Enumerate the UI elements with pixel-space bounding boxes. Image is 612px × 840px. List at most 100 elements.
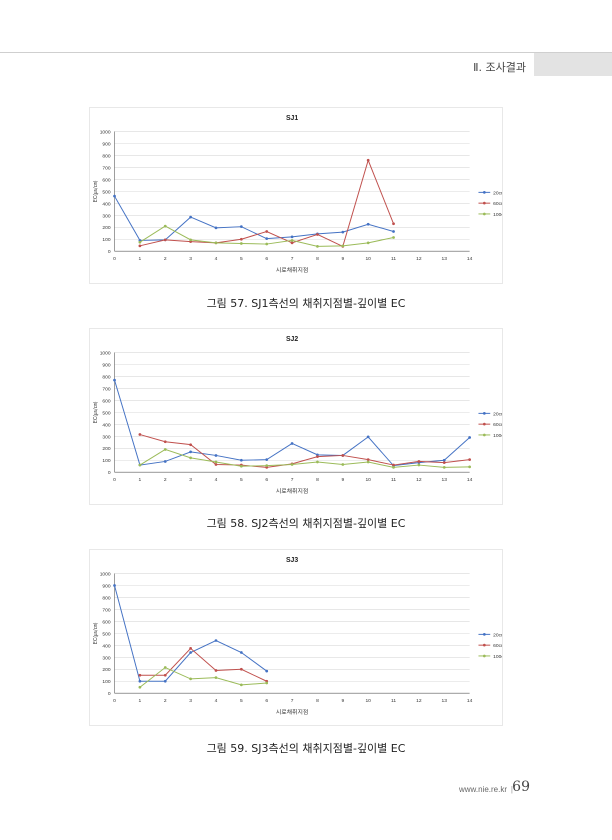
- y-tick-label: 900: [102, 141, 110, 147]
- x-tick-label: 2: [164, 256, 167, 262]
- data-point-60cm: [265, 230, 269, 233]
- y-tick-label: 500: [102, 410, 110, 416]
- y-tick-label: 300: [102, 434, 110, 440]
- y-tick-label: 500: [102, 631, 110, 637]
- data-point-20cm: [265, 669, 269, 673]
- x-axis-label: 시료채취지점: [276, 487, 308, 495]
- legend-swatch-marker: [482, 643, 486, 647]
- legend-label: 20cm: [493, 632, 502, 638]
- data-point-60cm: [163, 673, 167, 677]
- x-tick-label: 14: [467, 477, 473, 483]
- data-point-100cm: [290, 463, 294, 466]
- x-tick-label: 6: [265, 698, 268, 704]
- data-point-20cm: [113, 378, 116, 382]
- data-point-100cm: [316, 460, 319, 464]
- chart-title: SJ1: [286, 115, 298, 122]
- data-point-20cm: [138, 679, 142, 683]
- data-point-60cm: [341, 454, 345, 457]
- x-tick-label: 10: [365, 698, 371, 704]
- data-point-100cm: [189, 238, 192, 242]
- y-tick-label: 0: [108, 691, 111, 697]
- data-point-60cm: [138, 673, 142, 677]
- x-tick-label: 5: [240, 477, 243, 483]
- y-tick-label: 300: [102, 213, 110, 219]
- y-tick-label: 600: [102, 619, 110, 625]
- data-point-20cm: [290, 235, 294, 239]
- data-point-20cm: [113, 584, 116, 587]
- data-point-60cm: [189, 443, 192, 447]
- data-point-100cm: [239, 683, 243, 687]
- data-point-60cm: [239, 667, 243, 671]
- y-tick-label: 800: [102, 374, 110, 380]
- data-point-60cm: [392, 463, 395, 467]
- legend-swatch-marker: [482, 411, 486, 415]
- data-point-60cm: [189, 646, 192, 650]
- x-tick-label: 5: [240, 698, 243, 704]
- data-point-20cm: [290, 442, 294, 445]
- x-tick-label: 1: [139, 256, 142, 262]
- x-tick-label: 4: [215, 256, 218, 262]
- x-tick-label: 8: [316, 477, 319, 483]
- chart-title: SJ3: [286, 557, 298, 564]
- legend-label: 20cm: [493, 411, 502, 417]
- series-line-60cm: [139, 647, 267, 682]
- data-point-20cm: [239, 225, 243, 229]
- header-rule: [0, 52, 612, 53]
- data-point-20cm: [366, 222, 370, 226]
- y-tick-label: 200: [102, 446, 110, 452]
- y-axis-label: EC(㎲/㎝): [93, 180, 99, 202]
- y-tick-label: 400: [102, 643, 110, 649]
- y-tick-label: 900: [102, 583, 110, 589]
- y-tick-label: 0: [108, 470, 111, 476]
- x-tick-label: 7: [291, 477, 294, 483]
- legend-label: 60cm: [493, 422, 502, 428]
- data-point-20cm: [239, 458, 243, 462]
- x-tick-label: 14: [467, 698, 473, 704]
- y-tick-label: 1000: [100, 572, 111, 578]
- series-line-20cm: [114, 195, 394, 241]
- series-line-20cm: [114, 379, 470, 467]
- data-point-100cm: [265, 242, 269, 246]
- legend-label: 100cm: [493, 433, 502, 439]
- x-tick-label: 2: [164, 698, 167, 704]
- data-point-20cm: [214, 639, 218, 642]
- data-point-60cm: [442, 461, 446, 465]
- legend-label: 60cm: [493, 201, 502, 207]
- y-tick-label: 100: [102, 458, 110, 464]
- y-tick-label: 700: [102, 607, 110, 613]
- y-tick-label: 400: [102, 422, 110, 428]
- x-tick-label: 1: [139, 477, 142, 483]
- y-tick-label: 700: [102, 165, 110, 171]
- chart-sj3: 0 100 200 300 400 500 600 700 800 900 1000 0 1 2 3 4 5 6 7…: [89, 549, 503, 726]
- data-point-100cm: [138, 463, 142, 467]
- x-tick-label: 10: [365, 256, 371, 262]
- y-tick-label: 1000: [100, 351, 111, 357]
- x-tick-label: 13: [442, 477, 448, 483]
- x-tick-label: 4: [215, 477, 218, 483]
- x-tick-label: 0: [113, 477, 116, 483]
- data-point-60cm: [163, 238, 167, 242]
- x-tick-label: 9: [341, 477, 344, 483]
- y-tick-label: 600: [102, 398, 110, 404]
- x-tick-label: 2: [164, 477, 167, 483]
- y-tick-label: 0: [108, 249, 111, 255]
- data-point-20cm: [392, 230, 395, 233]
- legend-swatch-marker: [482, 201, 486, 205]
- footer-url: www.nie.re.kr: [458, 785, 507, 794]
- data-point-100cm: [239, 242, 243, 245]
- legend-swatch-marker: [482, 433, 486, 437]
- x-tick-label: 0: [113, 256, 116, 262]
- legend-swatch-marker: [482, 422, 486, 426]
- data-point-60cm: [392, 222, 395, 226]
- caption-sj1: 그림 57. SJ1측선의 채취지점별-깊이별 EC: [206, 297, 406, 310]
- y-tick-label: 900: [102, 362, 110, 368]
- x-tick-label: 3: [189, 477, 192, 483]
- data-point-100cm: [189, 677, 192, 681]
- chart-sj1: 0 100 200 300 400 500 600 700 800 900 1000 0 1 2 3 4 5 6 7…: [89, 107, 503, 284]
- data-point-100cm: [366, 241, 370, 245]
- legend-swatch-marker: [482, 190, 486, 194]
- x-tick-label: 9: [341, 256, 344, 262]
- x-tick-label: 4: [215, 698, 218, 704]
- data-point-100cm: [366, 460, 370, 464]
- x-axis-label: 시료채취지점: [276, 708, 308, 716]
